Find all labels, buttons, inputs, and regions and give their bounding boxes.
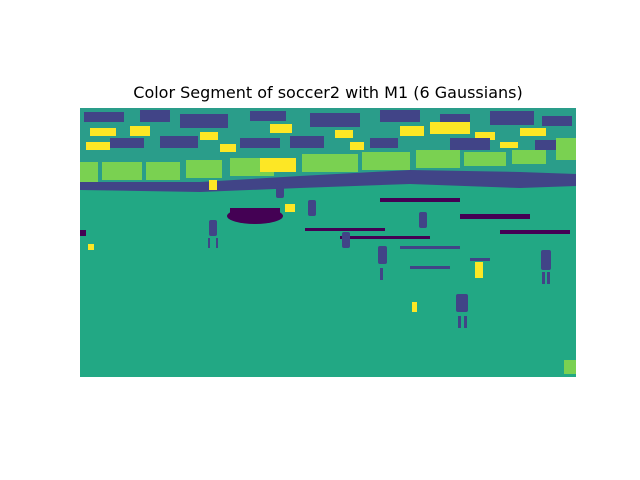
crowd-speckle	[84, 110, 572, 152]
players	[88, 180, 576, 374]
field-dark-patches	[80, 198, 570, 269]
advertising-boards	[80, 138, 576, 182]
board-shadow	[80, 170, 576, 192]
figure-title: Color Segment of soccer2 with M1 (6 Gaus…	[133, 83, 523, 102]
segmentation-image	[80, 108, 576, 377]
